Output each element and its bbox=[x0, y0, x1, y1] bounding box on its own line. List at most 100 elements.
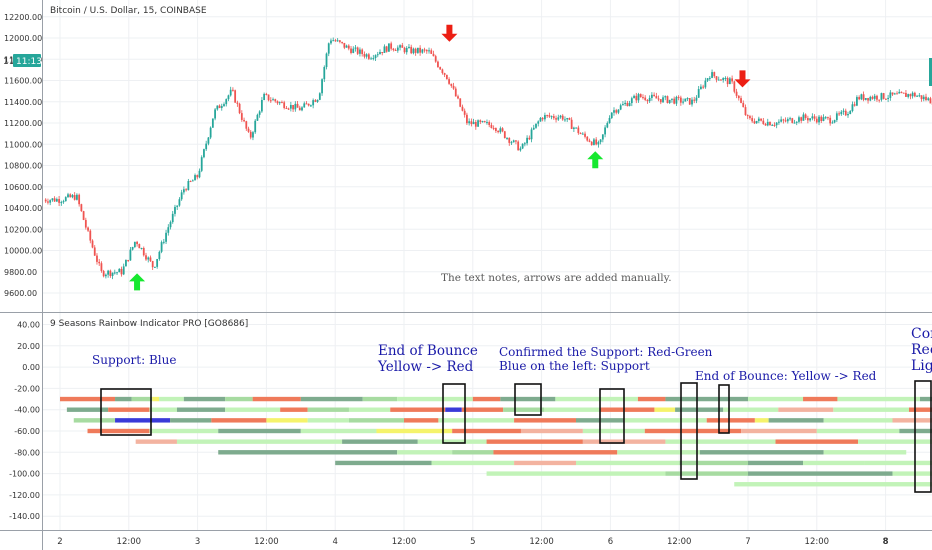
candle-body bbox=[301, 107, 303, 111]
rainbow-segment bbox=[503, 407, 545, 412]
indicator-tick-label: 0.00 bbox=[22, 363, 40, 372]
candle-body bbox=[481, 121, 484, 123]
rainbow-segment bbox=[73, 418, 116, 423]
time-tick-label: 3 bbox=[195, 537, 200, 547]
candle-body bbox=[55, 199, 58, 202]
candle-body bbox=[568, 118, 571, 120]
rainbow-segment bbox=[300, 396, 363, 402]
candle-body bbox=[238, 103, 241, 114]
candle-body bbox=[44, 199, 47, 202]
candle-body bbox=[822, 117, 825, 121]
indicator-tick-label: -140.00 bbox=[9, 512, 40, 521]
candle-body bbox=[133, 241, 136, 247]
rainbow-segment bbox=[149, 428, 219, 434]
rainbow-segment bbox=[741, 428, 817, 434]
candle-body bbox=[878, 99, 881, 101]
candle-body bbox=[298, 107, 301, 111]
candle-body bbox=[593, 139, 595, 145]
candle-body bbox=[305, 103, 308, 105]
rainbow-segment bbox=[892, 418, 932, 423]
rainbow-segment bbox=[514, 460, 576, 466]
time-tick-label: 2 bbox=[57, 537, 62, 547]
candle-body bbox=[800, 117, 803, 121]
candle-body bbox=[381, 52, 384, 54]
arrow-up-icon bbox=[587, 151, 604, 169]
candle-body bbox=[599, 139, 602, 143]
note-cut-line3: Lig bbox=[911, 358, 932, 374]
candle-body bbox=[225, 99, 228, 105]
candle-body bbox=[396, 47, 399, 51]
rainbow-segment bbox=[486, 439, 583, 444]
rainbow-segment bbox=[599, 407, 655, 412]
candle-body bbox=[149, 257, 152, 262]
candle-body bbox=[350, 48, 352, 53]
candle-body bbox=[416, 47, 419, 53]
candle-body bbox=[566, 118, 569, 120]
candle-body bbox=[702, 86, 705, 88]
candle-body bbox=[664, 96, 667, 98]
candle-body bbox=[178, 199, 181, 206]
candle-body bbox=[414, 48, 417, 53]
rainbow-segment bbox=[706, 418, 755, 423]
candle-body bbox=[503, 131, 506, 139]
indicator-title[interactable]: 9 Seasons Rainbow Indicator PRO [GO8686] bbox=[50, 319, 248, 329]
candle-body bbox=[136, 241, 138, 245]
candle-body bbox=[191, 180, 194, 182]
candle-body bbox=[145, 255, 147, 260]
candle-body bbox=[577, 127, 580, 134]
time-axis[interactable]: 2 12:00 3 12:00 4 12:00 5 12:00 6 12:00 7 12:00 8 bbox=[57, 537, 888, 547]
candle-body bbox=[490, 124, 493, 128]
rainbow-segment bbox=[307, 418, 349, 423]
indicator-axis[interactable]: 40.00 20.00 0.00 -20.00 -40.00 -60.00 -80.00 -1… bbox=[9, 321, 40, 522]
rainbow-segment bbox=[665, 396, 748, 402]
rainbow-segment bbox=[803, 460, 865, 466]
candle-body bbox=[624, 102, 627, 105]
candle-body bbox=[860, 94, 863, 100]
candle-body bbox=[147, 257, 150, 260]
candle-body bbox=[332, 40, 335, 42]
candle-body bbox=[617, 109, 620, 113]
candle-body bbox=[247, 128, 250, 132]
rainbow-segment bbox=[218, 450, 398, 455]
candle-body bbox=[847, 114, 849, 116]
candle-body bbox=[307, 103, 310, 106]
candle-body bbox=[913, 92, 916, 97]
candle-body bbox=[492, 127, 495, 129]
rainbow-segment bbox=[803, 396, 838, 402]
rainbow-segment bbox=[699, 450, 824, 455]
candle-body bbox=[704, 80, 707, 88]
candle-body bbox=[927, 98, 930, 100]
price-axis[interactable]: 12200.0012000.0011800.0011600.0011400.00… bbox=[4, 13, 42, 298]
candle-body bbox=[236, 102, 239, 104]
candle-body bbox=[876, 95, 878, 100]
candle-body bbox=[506, 137, 508, 139]
symbol-title[interactable]: Bitcoin / U.S. Dollar, 15, COINBASE bbox=[50, 6, 207, 16]
rainbow-segment bbox=[500, 396, 556, 402]
candle-body bbox=[443, 73, 446, 75]
candle-body bbox=[428, 50, 430, 52]
rainbow-segment bbox=[362, 396, 398, 402]
candle-body bbox=[806, 118, 809, 121]
rainbow-segment bbox=[445, 407, 462, 412]
rainbow-segment bbox=[135, 439, 177, 444]
candle-body bbox=[619, 105, 622, 110]
candle-body bbox=[512, 140, 515, 143]
candle-body bbox=[267, 94, 270, 101]
candle-body bbox=[869, 96, 872, 101]
note-confirmed-line2: Blue on the left: Support bbox=[499, 359, 650, 373]
indicator-tick-label: 40.00 bbox=[17, 321, 40, 330]
price-tick-label: 10000.00 bbox=[4, 247, 42, 256]
candle-body bbox=[662, 97, 664, 103]
candle-body bbox=[363, 54, 366, 57]
candle-body bbox=[697, 89, 700, 98]
candle-body bbox=[653, 94, 656, 97]
rainbow-segment bbox=[748, 460, 804, 466]
candle-body bbox=[292, 104, 294, 110]
candle-body bbox=[693, 99, 696, 101]
candle-body bbox=[392, 48, 395, 50]
rainbow-segment bbox=[438, 418, 515, 423]
rainbow-segment bbox=[307, 407, 349, 412]
candle-body bbox=[835, 113, 838, 121]
time-tick-label: 12:00 bbox=[254, 537, 279, 547]
